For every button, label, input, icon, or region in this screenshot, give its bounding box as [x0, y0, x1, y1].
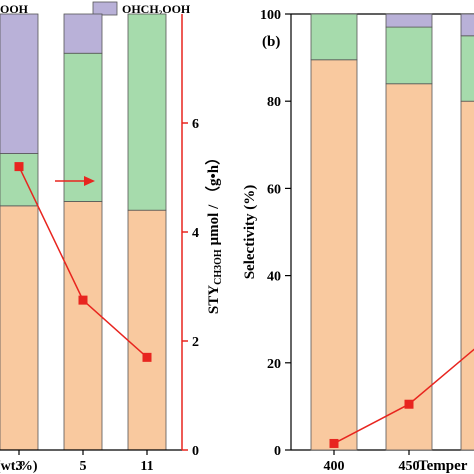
panel-a-right-tick-label: 6 — [192, 117, 199, 132]
panel-b-y-ticks: 0 20 40 60 80 100 — [260, 8, 291, 459]
panel-a-right-ticks: 0 2 4 6 — [182, 117, 199, 459]
panel-b-y-tick-label: 80 — [267, 95, 281, 110]
legend: OOH OHCH₂OOH — [0, 1, 191, 16]
panel-b-y-tick-label: 20 — [267, 357, 281, 372]
panel-a-bar-segment — [0, 13, 39, 154]
panel-a-right-tick-label: 4 — [192, 226, 199, 241]
legend-item-1-label: OOH — [0, 2, 29, 16]
panel-b-bar-segment — [310, 59, 358, 451]
panel-a-right-tick-label: 0 — [192, 444, 199, 459]
panel-b-marker — [329, 438, 339, 448]
panel-a-sty-marker — [78, 295, 88, 305]
panel-a-right-tick-label: 2 — [192, 335, 199, 350]
panel-a-sty-markers — [14, 162, 152, 362]
legend-item-2-label: OHCH₂OOH — [122, 2, 191, 16]
panel-a-x-tick-label: 11 — [140, 459, 153, 474]
panel-a-bar-segment — [63, 13, 103, 54]
panel-a-x-label: (wt.%) — [0, 459, 38, 474]
panel-b-bar-segment — [385, 26, 433, 85]
panel-b-bars — [310, 13, 474, 451]
panel-b-bar-segment — [385, 13, 433, 28]
panel-a-x-tick-label: 3 — [16, 459, 23, 474]
panel-b-x-tick-label: 450 — [399, 459, 420, 474]
panel-b-y-tick-label: 40 — [267, 270, 281, 285]
panel-a-annotation-arrow — [55, 176, 95, 186]
panel-a-bar-segment — [127, 209, 167, 451]
panel-b-bar-segment — [460, 35, 474, 102]
panel-b-bar-segment — [460, 13, 474, 37]
panel-b-x-label: Temper — [418, 458, 468, 474]
panel-a-x-tick-label: 5 — [80, 459, 87, 474]
panel-a-bar-segment — [0, 153, 39, 207]
panel-a-x-ticks: 3 5 11 — [16, 450, 154, 474]
panel-b-y-tick-label: 60 — [267, 182, 281, 197]
panel-b-bar-segment — [385, 83, 433, 451]
panel-a: 0 2 4 6 3 5 11 (wt.%) STYCH3OHμmol / （g•h） — [0, 13, 224, 474]
panel-b-bar-segment — [310, 13, 358, 61]
panel-b-label: (b) — [262, 34, 280, 50]
panel-a-bar-segment — [127, 13, 167, 211]
panel-b-bar-segment — [460, 100, 474, 451]
legend-item-2-swatch — [92, 1, 118, 16]
panel-b-marker — [404, 399, 414, 409]
panel-a-bar-segment — [0, 205, 39, 451]
panel-b-y-tick-label: 0 — [274, 444, 281, 459]
panel-a-sty-marker — [142, 352, 152, 362]
panel-a-bars — [0, 13, 167, 451]
panel-a-bar-segment — [63, 52, 103, 202]
panel-a-right-axis-label: STYCH3OHμmol / （g•h） — [204, 150, 224, 314]
panel-a-sty-marker — [14, 162, 24, 172]
panel-b-x-tick-label: 400 — [324, 459, 345, 474]
panel-b-markers — [329, 399, 414, 448]
panel-b-y-tick-label: 100 — [260, 8, 281, 23]
panel-a-bar-segment — [63, 201, 103, 451]
panel-b-y-axis-label: Selectivity (%) — [242, 185, 258, 280]
panel-b-x-ticks: 400 450 — [324, 450, 420, 474]
